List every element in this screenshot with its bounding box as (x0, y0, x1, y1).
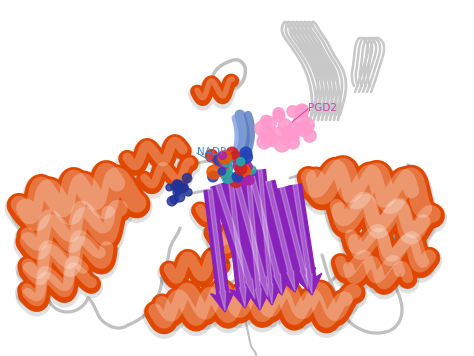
Circle shape (259, 127, 274, 142)
Circle shape (263, 116, 276, 130)
Circle shape (237, 157, 245, 166)
FancyArrow shape (228, 174, 246, 307)
FancyArrow shape (224, 174, 255, 308)
Circle shape (173, 181, 184, 192)
FancyArrow shape (216, 183, 255, 299)
Circle shape (233, 160, 244, 171)
FancyArrow shape (276, 187, 316, 290)
Circle shape (229, 174, 243, 187)
Circle shape (173, 189, 180, 196)
Circle shape (295, 104, 309, 117)
Circle shape (273, 110, 285, 122)
Circle shape (303, 129, 316, 142)
Circle shape (242, 162, 252, 172)
Circle shape (273, 127, 284, 138)
Circle shape (221, 163, 232, 174)
Circle shape (239, 165, 250, 177)
Circle shape (301, 119, 314, 132)
Circle shape (296, 105, 308, 117)
Circle shape (207, 166, 220, 179)
Circle shape (232, 172, 242, 182)
Circle shape (273, 108, 284, 119)
FancyArrow shape (242, 172, 270, 310)
FancyArrow shape (211, 183, 263, 300)
Circle shape (170, 195, 179, 204)
Circle shape (218, 167, 229, 178)
Circle shape (219, 160, 228, 169)
Circle shape (294, 113, 309, 128)
Circle shape (240, 151, 253, 163)
Circle shape (212, 155, 225, 167)
FancyArrow shape (234, 178, 268, 297)
FancyArrow shape (261, 180, 304, 292)
FancyArrow shape (208, 189, 226, 311)
Circle shape (282, 127, 295, 140)
Circle shape (296, 123, 306, 133)
Circle shape (222, 171, 234, 183)
Circle shape (247, 166, 256, 174)
Circle shape (278, 119, 292, 132)
FancyArrow shape (250, 176, 282, 294)
Circle shape (185, 189, 192, 196)
Circle shape (240, 147, 252, 159)
Circle shape (238, 173, 251, 185)
Circle shape (171, 184, 178, 190)
FancyArrow shape (245, 176, 291, 295)
Circle shape (238, 162, 250, 173)
Text: PGD2: PGD2 (308, 103, 337, 113)
Circle shape (166, 184, 173, 191)
FancyArrow shape (258, 169, 273, 304)
Circle shape (287, 122, 302, 137)
Circle shape (173, 180, 181, 188)
Circle shape (220, 164, 229, 173)
Circle shape (235, 163, 247, 175)
Circle shape (274, 136, 290, 152)
Circle shape (180, 184, 188, 192)
Circle shape (288, 130, 300, 141)
FancyArrow shape (255, 169, 281, 305)
Circle shape (267, 132, 277, 142)
Circle shape (287, 106, 299, 117)
Circle shape (218, 168, 226, 175)
FancyArrow shape (289, 184, 322, 295)
Circle shape (167, 197, 176, 206)
Circle shape (175, 189, 182, 195)
Circle shape (262, 135, 272, 145)
Circle shape (261, 115, 272, 127)
Circle shape (245, 176, 254, 185)
Circle shape (255, 121, 270, 136)
Circle shape (236, 168, 244, 177)
Circle shape (221, 156, 232, 167)
FancyArrow shape (265, 180, 295, 291)
Circle shape (182, 173, 191, 183)
Circle shape (218, 151, 231, 164)
FancyArrow shape (280, 187, 308, 289)
Circle shape (206, 150, 218, 162)
Circle shape (179, 184, 188, 193)
Circle shape (283, 126, 294, 137)
FancyArrow shape (293, 184, 312, 294)
Circle shape (263, 135, 273, 145)
FancyArrow shape (204, 189, 235, 312)
Circle shape (219, 152, 227, 159)
Circle shape (230, 152, 241, 163)
Circle shape (208, 172, 218, 182)
Circle shape (280, 134, 291, 145)
Circle shape (214, 154, 227, 167)
Circle shape (174, 192, 185, 202)
Circle shape (257, 135, 272, 149)
Circle shape (226, 147, 238, 159)
FancyArrow shape (246, 171, 261, 309)
Circle shape (287, 136, 300, 149)
Circle shape (174, 180, 183, 190)
FancyArrow shape (229, 178, 277, 298)
Text: NADP: NADP (197, 147, 226, 157)
Circle shape (266, 135, 278, 147)
Circle shape (296, 121, 311, 136)
